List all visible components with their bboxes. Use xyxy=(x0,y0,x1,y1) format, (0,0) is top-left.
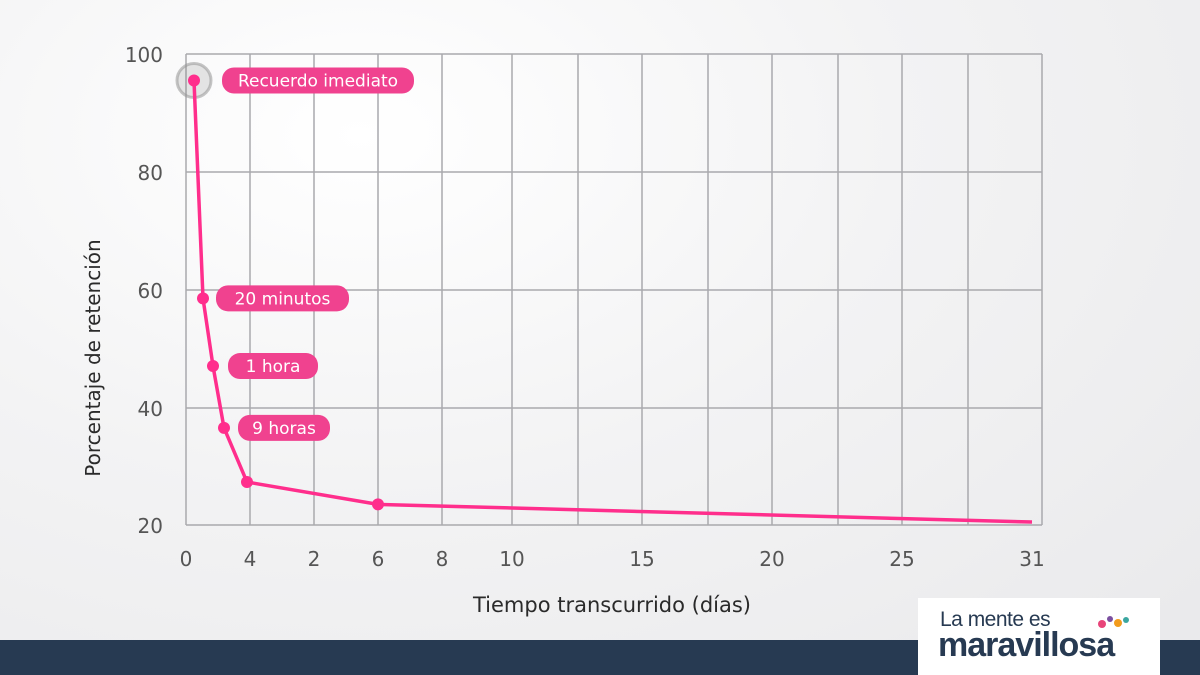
callout-label: 9 horas xyxy=(252,419,316,439)
brand-logo-line1: La mente es xyxy=(940,608,1051,631)
x-tick-label: 20 xyxy=(759,547,784,571)
x-tick-label: 6 xyxy=(372,547,385,571)
brand-logo-line2: maravillosa xyxy=(938,626,1115,664)
data-point xyxy=(218,421,230,434)
callout-bg xyxy=(222,67,414,94)
y-axis-ticks: 100 80 60 40 20 xyxy=(125,43,163,538)
x-axis-ticks: 0 4 2 6 8 10 15 20 25 31 xyxy=(180,547,1045,571)
chart-grid xyxy=(185,53,1043,526)
x-tick-label: 0 xyxy=(180,547,193,571)
x-tick-label: 31 xyxy=(1019,547,1044,571)
data-point xyxy=(372,498,384,511)
x-tick-label: 4 xyxy=(244,547,257,571)
y-tick-label: 40 xyxy=(138,397,163,421)
y-tick-label: 60 xyxy=(138,279,163,303)
series-retention xyxy=(175,61,1033,524)
data-point xyxy=(197,292,209,305)
data-point xyxy=(188,74,200,87)
x-tick-label: 15 xyxy=(629,547,654,571)
annotations: Recuerdo imediato 20 minutos 1 hora 9 horas xyxy=(216,67,414,441)
y-tick-label: 20 xyxy=(138,514,163,538)
callout-label: 1 hora xyxy=(246,357,301,377)
x-axis-title: Tiempo transcurrido (días) xyxy=(472,593,751,617)
brand-dots-icon xyxy=(1098,616,1129,628)
data-point xyxy=(207,360,219,373)
x-tick-label: 2 xyxy=(308,547,321,571)
callout-bg xyxy=(238,414,330,441)
brand-logo xyxy=(918,598,1160,675)
x-tick-label: 8 xyxy=(436,547,449,571)
x-tick-label: 10 xyxy=(499,547,524,571)
callout-bg xyxy=(228,353,318,380)
data-point xyxy=(241,476,253,489)
callout-label: Recuerdo imediato xyxy=(238,71,398,91)
callout-bg xyxy=(216,285,349,312)
y-tick-label: 80 xyxy=(138,161,163,185)
y-tick-label: 100 xyxy=(125,43,163,67)
callout-label: 20 minutos xyxy=(235,289,331,309)
x-tick-label: 25 xyxy=(889,547,914,571)
y-axis-title: Porcentaje de retención xyxy=(81,239,105,476)
